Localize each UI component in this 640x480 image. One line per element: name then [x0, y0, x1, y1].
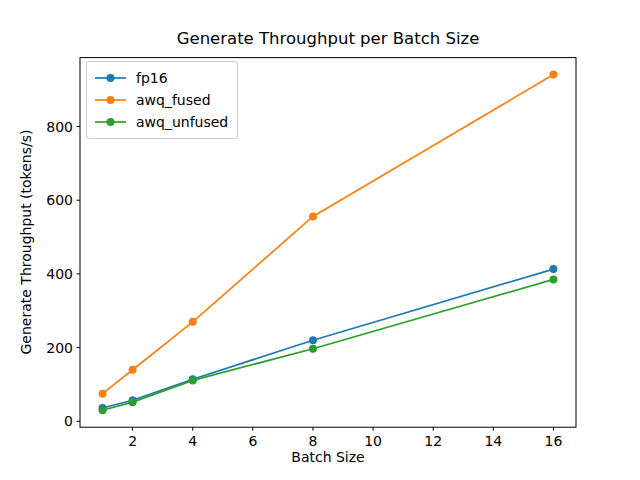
line-marker-icon	[94, 116, 127, 128]
legend-label: awq_fused	[136, 92, 211, 108]
svg-text:12: 12	[424, 433, 442, 449]
chart-title: Generate Throughput per Batch Size	[80, 29, 576, 48]
svg-text:200: 200	[46, 340, 73, 356]
chart-figure: 2 4 6 8 10 12 14 16 0 200 400 600 800 Generate Throu…	[0, 0, 640, 480]
legend-item-fp16: fp16	[94, 67, 228, 89]
legend: fp16 awq_fused awq_unfused	[86, 61, 238, 139]
line-marker-icon	[94, 94, 127, 106]
svg-text:800: 800	[46, 119, 73, 135]
svg-text:2: 2	[128, 433, 137, 449]
svg-text:4: 4	[188, 433, 197, 449]
line-marker-icon	[94, 72, 127, 84]
legend-item-awq-unfused: awq_unfused	[94, 111, 228, 133]
svg-text:0: 0	[64, 413, 73, 429]
svg-text:14: 14	[484, 433, 502, 449]
legend-label: awq_unfused	[136, 114, 228, 130]
legend-label: fp16	[136, 70, 168, 86]
legend-item-awq-fused: awq_fused	[94, 89, 228, 111]
svg-text:6: 6	[248, 433, 257, 449]
svg-text:10: 10	[364, 433, 382, 449]
y-axis-label: Generate Throughput (tokens/s)	[18, 92, 36, 392]
x-axis-label: Batch Size	[80, 449, 576, 465]
svg-text:400: 400	[46, 266, 73, 282]
svg-text:16: 16	[545, 433, 563, 449]
svg-text:600: 600	[46, 192, 73, 208]
svg-text:8: 8	[309, 433, 318, 449]
